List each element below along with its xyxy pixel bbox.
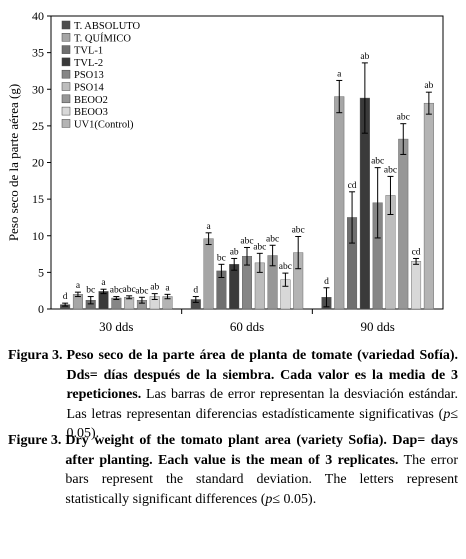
legend-swatch <box>61 82 71 91</box>
legend-swatch <box>61 45 71 54</box>
significance-letter: a <box>165 283 170 293</box>
y-tick-label: 10 <box>32 229 44 243</box>
bar <box>203 238 214 310</box>
significance-letter: abc <box>384 165 397 175</box>
caption-spanish-tail: ≤ 0.05). <box>66 406 458 442</box>
significance-letter: abc <box>240 236 253 246</box>
caption-english: Figure 3. Dry weight of the tomato plant… <box>8 431 458 509</box>
significance-letter: abc <box>266 234 279 244</box>
y-tick-label: 0 <box>38 302 44 316</box>
legend-swatch <box>61 33 71 42</box>
y-tick-label: 5 <box>38 265 44 279</box>
significance-letter: abc <box>292 225 305 235</box>
bar <box>423 102 434 310</box>
y-tick-label: 20 <box>32 156 44 170</box>
bar <box>411 261 422 310</box>
significance-letter: d <box>193 286 198 296</box>
caption-spanish-bold: Peso seco de la parte área de planta de … <box>66 348 458 402</box>
significance-letter: cd <box>348 181 357 191</box>
bar-chart: 0 5 10 15 20 25 30 35 40 Peso seco de la parte aé… <box>6 9 444 334</box>
significance-letter: bc <box>86 286 95 296</box>
legend-swatch <box>61 69 71 79</box>
legend-swatch <box>61 119 71 128</box>
caption-english-bold: Dry weight of the tomato plant area (var… <box>65 433 458 468</box>
legend-label: T. ABSOLUTO <box>74 21 141 32</box>
significance-letter: a <box>206 222 211 232</box>
y-tick-label: 35 <box>32 46 44 60</box>
significance-letter: abc <box>253 242 266 252</box>
legend-label: PSO13 <box>74 70 104 81</box>
significance-letter: ab <box>150 283 159 293</box>
x-tick-label: 30 dds <box>99 319 133 334</box>
significance-letter: abc <box>371 157 384 167</box>
legend-label: PSO14 <box>74 83 105 94</box>
legend-label: UV1(Control) <box>74 119 134 130</box>
significance-letter: d <box>63 292 68 302</box>
significance-letter: a <box>337 69 342 79</box>
significance-letter: abc <box>279 262 292 272</box>
legend-swatch <box>61 20 71 30</box>
y-tick-label: 25 <box>32 119 44 133</box>
caption-english-body: The error bars represent the standard de… <box>65 452 458 507</box>
significance-letter: bc <box>217 253 226 263</box>
significance-letter: d <box>324 277 329 287</box>
caption-english-text: Dry weight of the tomato plant area (var… <box>65 431 458 509</box>
significance-letter: ab <box>360 52 369 62</box>
significance-letter: a <box>76 281 81 291</box>
caption-english-tail: ≤ 0.05). <box>272 491 317 507</box>
x-tick-label: 90 dds <box>361 319 395 334</box>
significance-letter: a <box>101 278 106 288</box>
caption-spanish-p: p <box>443 406 451 422</box>
significance-letter: abc <box>110 286 123 296</box>
legend-swatch <box>61 106 71 116</box>
y-axis-label: Peso seco de la parte aérea (g) <box>6 84 21 241</box>
y-tick-label: 40 <box>32 9 44 23</box>
significance-letter: ab <box>424 81 433 91</box>
y-tick-label: 30 <box>32 82 44 96</box>
legend-swatch <box>61 57 71 67</box>
legend-label: BEOO2 <box>74 95 108 106</box>
significance-letter: abc <box>135 286 148 296</box>
legend-swatch <box>61 94 71 104</box>
caption-spanish: Figura 3. Peso seco de la parte área de … <box>8 346 458 444</box>
significance-letter: abc <box>397 113 410 123</box>
legend-label: T. QUÍMICO <box>74 32 131 44</box>
legend-label: TVL-1 <box>74 46 103 57</box>
caption-spanish-label: Figura 3. <box>8 348 63 363</box>
significance-letter: cd <box>412 247 421 257</box>
bar <box>334 96 345 310</box>
legend-label: TVL-2 <box>74 58 103 69</box>
caption-spanish-body: Las barras de error representan la desvi… <box>66 387 458 422</box>
x-tick-label: 60 dds <box>230 319 264 334</box>
caption-english-p: p <box>265 491 273 507</box>
y-tick-label: 15 <box>32 192 44 206</box>
significance-letter: ab <box>230 247 239 257</box>
significance-letter: abc <box>123 285 136 295</box>
legend-label: BEOO3 <box>74 107 108 118</box>
caption-english-label: Figure 3. <box>8 433 62 448</box>
caption-spanish-text: Peso seco de la parte área de planta de … <box>66 346 458 444</box>
bar <box>229 264 240 310</box>
bar <box>398 138 409 310</box>
